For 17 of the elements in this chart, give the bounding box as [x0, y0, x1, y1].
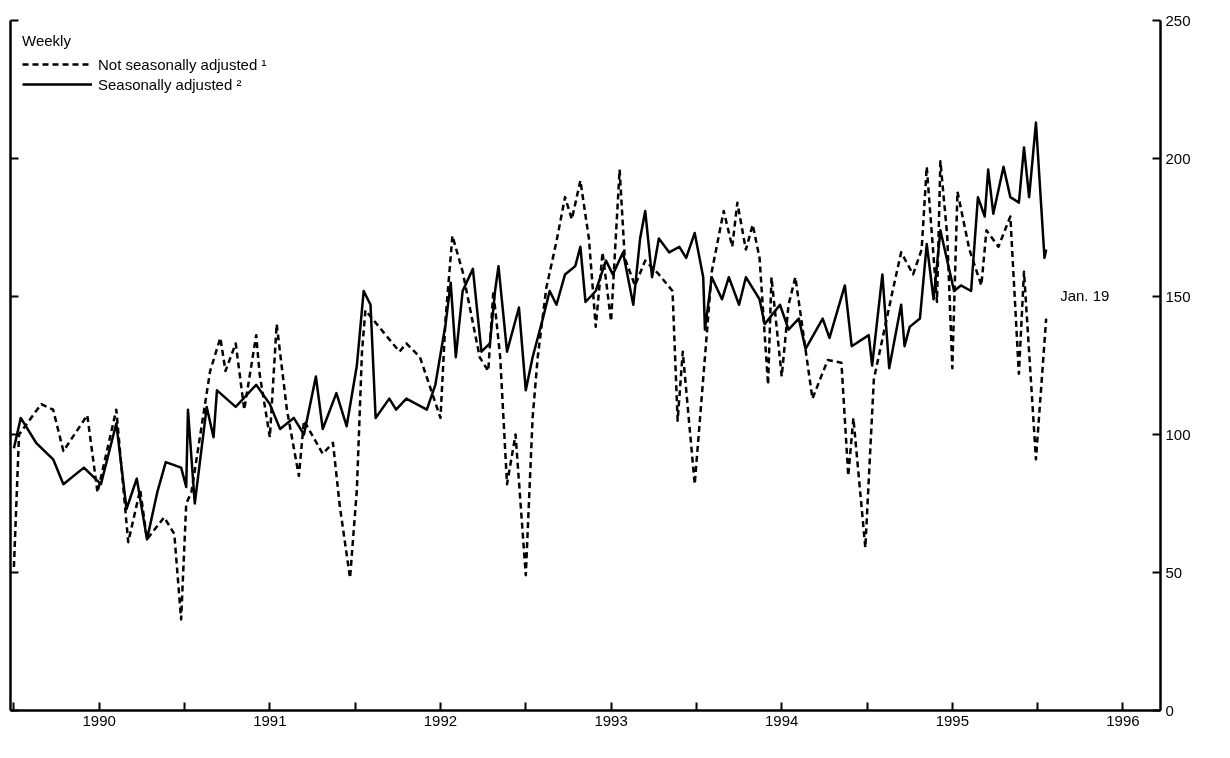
legend-title: Weekly: [22, 32, 72, 49]
x-tick-label: 1990: [82, 711, 116, 729]
x-tick-label: 1992: [423, 711, 458, 729]
y-tick-label: 200: [1165, 149, 1191, 167]
y-tick-label: 150: [1165, 287, 1191, 305]
legend-label: Seasonally adjusted ²: [98, 75, 242, 93]
x-tick-label: 1993: [594, 711, 628, 729]
y-tick-label: 100: [1165, 425, 1191, 443]
x-tick-label: 1994: [765, 711, 799, 729]
y-tick-label: 50: [1165, 563, 1183, 581]
legend-label: Not seasonally adjusted ¹: [98, 55, 267, 73]
annotation: Jan. 19: [1060, 287, 1110, 305]
x-tick-label: 1991: [253, 711, 287, 729]
y-tick-label: 0: [1165, 701, 1174, 719]
x-tick-label: 1996: [1106, 711, 1140, 729]
x-tick-label: 1995: [935, 711, 970, 729]
y-tick-label: 250: [1165, 11, 1191, 29]
